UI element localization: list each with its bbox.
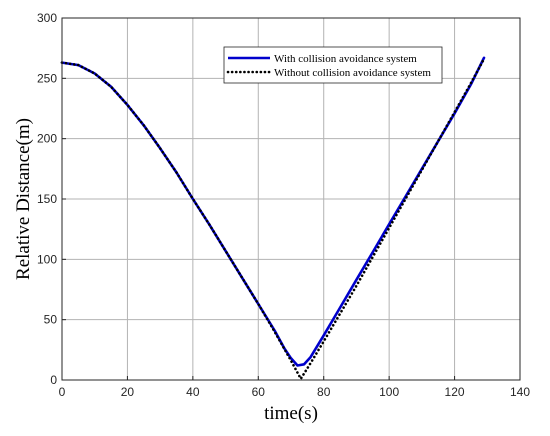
y-tick-label: 150 <box>37 192 57 206</box>
tick-layer: 0 20 40 60 80 100 120 140 0 50 100 150 200 250 300 <box>37 11 530 399</box>
y-tick-label: 100 <box>37 252 57 266</box>
x-tick-label: 20 <box>121 385 135 399</box>
x-tick-label: 120 <box>445 385 465 399</box>
legend: With collision avoidance system Without … <box>223 46 443 84</box>
series-layer <box>60 56 486 381</box>
x-tick-label: 80 <box>317 385 331 399</box>
x-tick-label: 40 <box>186 385 200 399</box>
x-axis-title: time(s) <box>264 403 318 424</box>
legend-label-with-cas: With collision avoidance system <box>274 53 417 65</box>
y-tick-label: 50 <box>44 313 58 327</box>
legend-box <box>223 46 443 84</box>
series-line-without-cas <box>60 57 486 381</box>
x-tick-label: 140 <box>510 385 530 399</box>
y-tick-label: 300 <box>37 11 57 25</box>
y-axis-title: Relative Distance(m) <box>13 118 34 280</box>
x-tick-label: 60 <box>252 385 266 399</box>
x-tick-label: 100 <box>379 385 399 399</box>
y-tick-label: 250 <box>37 71 57 85</box>
y-tick-label: 0 <box>50 373 57 387</box>
legend-label-without-cas: Without collision avoidance system <box>274 67 431 79</box>
x-tick-label: 0 <box>59 385 66 399</box>
y-tick-label: 200 <box>37 132 57 146</box>
